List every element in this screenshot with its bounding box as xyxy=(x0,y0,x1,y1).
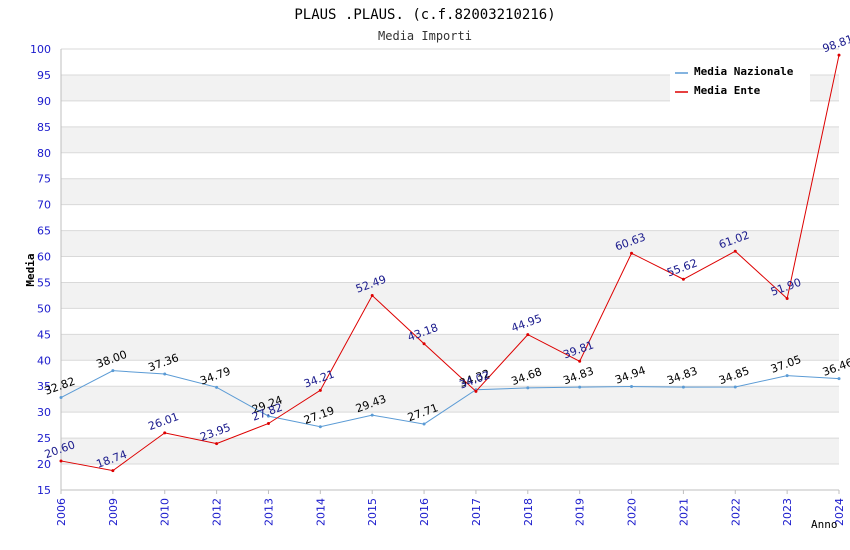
legend-label-media-nazionale: Media Nazionale xyxy=(694,65,794,78)
x-tick-label: 2020 xyxy=(626,498,639,526)
data-label-media-ente: 98.81 xyxy=(821,32,850,55)
x-tick-label: 2009 xyxy=(107,498,120,526)
data-point-media-nazionale xyxy=(578,385,582,389)
data-point-media-nazionale xyxy=(837,377,841,381)
data-point-media-ente xyxy=(785,297,789,301)
y-tick-label: 40 xyxy=(37,354,51,367)
chart-subtitle: Media Importi xyxy=(378,29,472,43)
y-tick-label: 50 xyxy=(37,302,51,315)
data-point-media-nazionale xyxy=(681,385,685,389)
legend-box xyxy=(670,60,810,102)
y-tick-label: 25 xyxy=(37,432,51,445)
data-point-media-nazionale xyxy=(630,385,634,389)
background-band xyxy=(61,230,839,257)
data-label-media-nazionale: 34.83 xyxy=(561,364,595,387)
data-point-media-nazionale xyxy=(215,385,219,389)
y-tick-label: 60 xyxy=(37,251,51,264)
data-point-media-ente xyxy=(681,277,685,281)
y-tick-label: 80 xyxy=(37,147,51,160)
data-point-media-nazionale xyxy=(318,425,322,429)
data-point-media-nazionale xyxy=(422,422,426,426)
data-label-media-ente: 55.62 xyxy=(665,256,699,279)
x-tick-label: 2014 xyxy=(314,498,327,526)
x-tick-label: 2017 xyxy=(470,498,483,526)
data-point-media-nazionale xyxy=(59,396,63,400)
chart-title: PLAUS .PLAUS. (c.f.82003210216) xyxy=(294,7,555,23)
data-point-media-ente xyxy=(59,459,63,463)
data-label-media-nazionale: 34.83 xyxy=(665,364,699,387)
data-label-media-nazionale: 34.79 xyxy=(198,365,232,388)
data-point-media-ente xyxy=(837,53,841,57)
data-label-media-ente: 26.01 xyxy=(147,410,181,433)
y-tick-label: 95 xyxy=(37,69,51,82)
background-band xyxy=(61,282,839,309)
data-point-media-ente xyxy=(422,342,426,346)
y-tick-label: 85 xyxy=(37,121,51,134)
data-point-media-nazionale xyxy=(733,385,737,389)
x-tick-label: 2022 xyxy=(729,498,742,526)
data-label-media-ente: 44.95 xyxy=(510,312,544,335)
x-tick-label: 2021 xyxy=(677,498,690,526)
background-band xyxy=(61,386,839,413)
x-tick-label: 2024 xyxy=(833,498,846,526)
data-point-media-nazionale xyxy=(111,369,115,373)
x-tick-label: 2016 xyxy=(418,498,431,526)
y-tick-label: 30 xyxy=(37,406,51,419)
data-label-media-nazionale: 34.85 xyxy=(717,364,751,387)
background-bands xyxy=(61,74,839,465)
data-point-media-nazionale xyxy=(370,413,374,417)
data-point-media-ente xyxy=(474,389,478,393)
background-band xyxy=(61,126,839,153)
data-point-media-ente xyxy=(111,469,115,473)
x-tick-label: 2013 xyxy=(262,498,275,526)
x-tick-label: 2018 xyxy=(522,498,535,526)
data-point-media-ente xyxy=(318,388,322,392)
y-tick-label: 75 xyxy=(37,173,51,186)
x-tick-label: 2012 xyxy=(211,498,224,526)
y-tick-label: 15 xyxy=(37,484,51,497)
y-axis-label: Media xyxy=(24,253,37,286)
x-axis-label: Anno xyxy=(811,518,838,531)
data-point-media-ente xyxy=(266,421,270,425)
x-tick-label: 2023 xyxy=(781,498,794,526)
y-tick-label: 65 xyxy=(37,225,51,238)
x-tick-label: 2019 xyxy=(574,498,587,526)
data-point-media-ente xyxy=(215,442,219,446)
data-label-media-nazionale: 34.68 xyxy=(510,365,544,388)
x-tick-label: 2010 xyxy=(159,498,172,526)
y-tick-label: 55 xyxy=(37,276,51,289)
series-line-media-ente xyxy=(60,55,840,472)
legend: Media Nazionale Media Ente xyxy=(670,60,810,102)
series-line-media-nazionale xyxy=(60,370,840,428)
y-tick-label: 100 xyxy=(30,43,51,56)
x-tick-label: 2006 xyxy=(55,498,68,526)
background-band xyxy=(61,334,839,361)
data-point-media-ente xyxy=(526,333,530,337)
y-tick-labels: 15 20 25 30 35 40 45 50 55 60 65 70 75 80 85 90 95 100 xyxy=(30,43,51,497)
series-lines xyxy=(59,53,841,473)
background-band xyxy=(61,438,839,465)
y-tick-label: 90 xyxy=(37,95,51,108)
x-tick-labels: 2006 2009 2010 2012 2013 2014 2015 2016 2017 2018… xyxy=(55,490,846,526)
data-point-media-nazionale xyxy=(526,386,530,390)
data-point-media-ente xyxy=(370,293,374,297)
y-tick-label: 35 xyxy=(37,380,51,393)
legend-label-media-ente: Media Ente xyxy=(694,84,761,97)
data-label-media-nazionale: 34.94 xyxy=(613,364,647,387)
data-point-media-nazionale xyxy=(163,372,167,376)
data-point-media-ente xyxy=(733,249,737,253)
y-tick-label: 20 xyxy=(37,458,51,471)
gridlines xyxy=(61,48,839,491)
y-tick-label: 45 xyxy=(37,328,51,341)
data-point-media-ente xyxy=(578,359,582,363)
y-tick-label: 70 xyxy=(37,199,51,212)
data-point-media-nazionale xyxy=(785,374,789,378)
data-point-media-ente xyxy=(163,431,167,435)
x-tick-label: 2015 xyxy=(366,498,379,526)
data-point-media-ente xyxy=(630,251,634,255)
data-point-media-nazionale xyxy=(266,414,270,418)
background-band xyxy=(61,178,839,205)
